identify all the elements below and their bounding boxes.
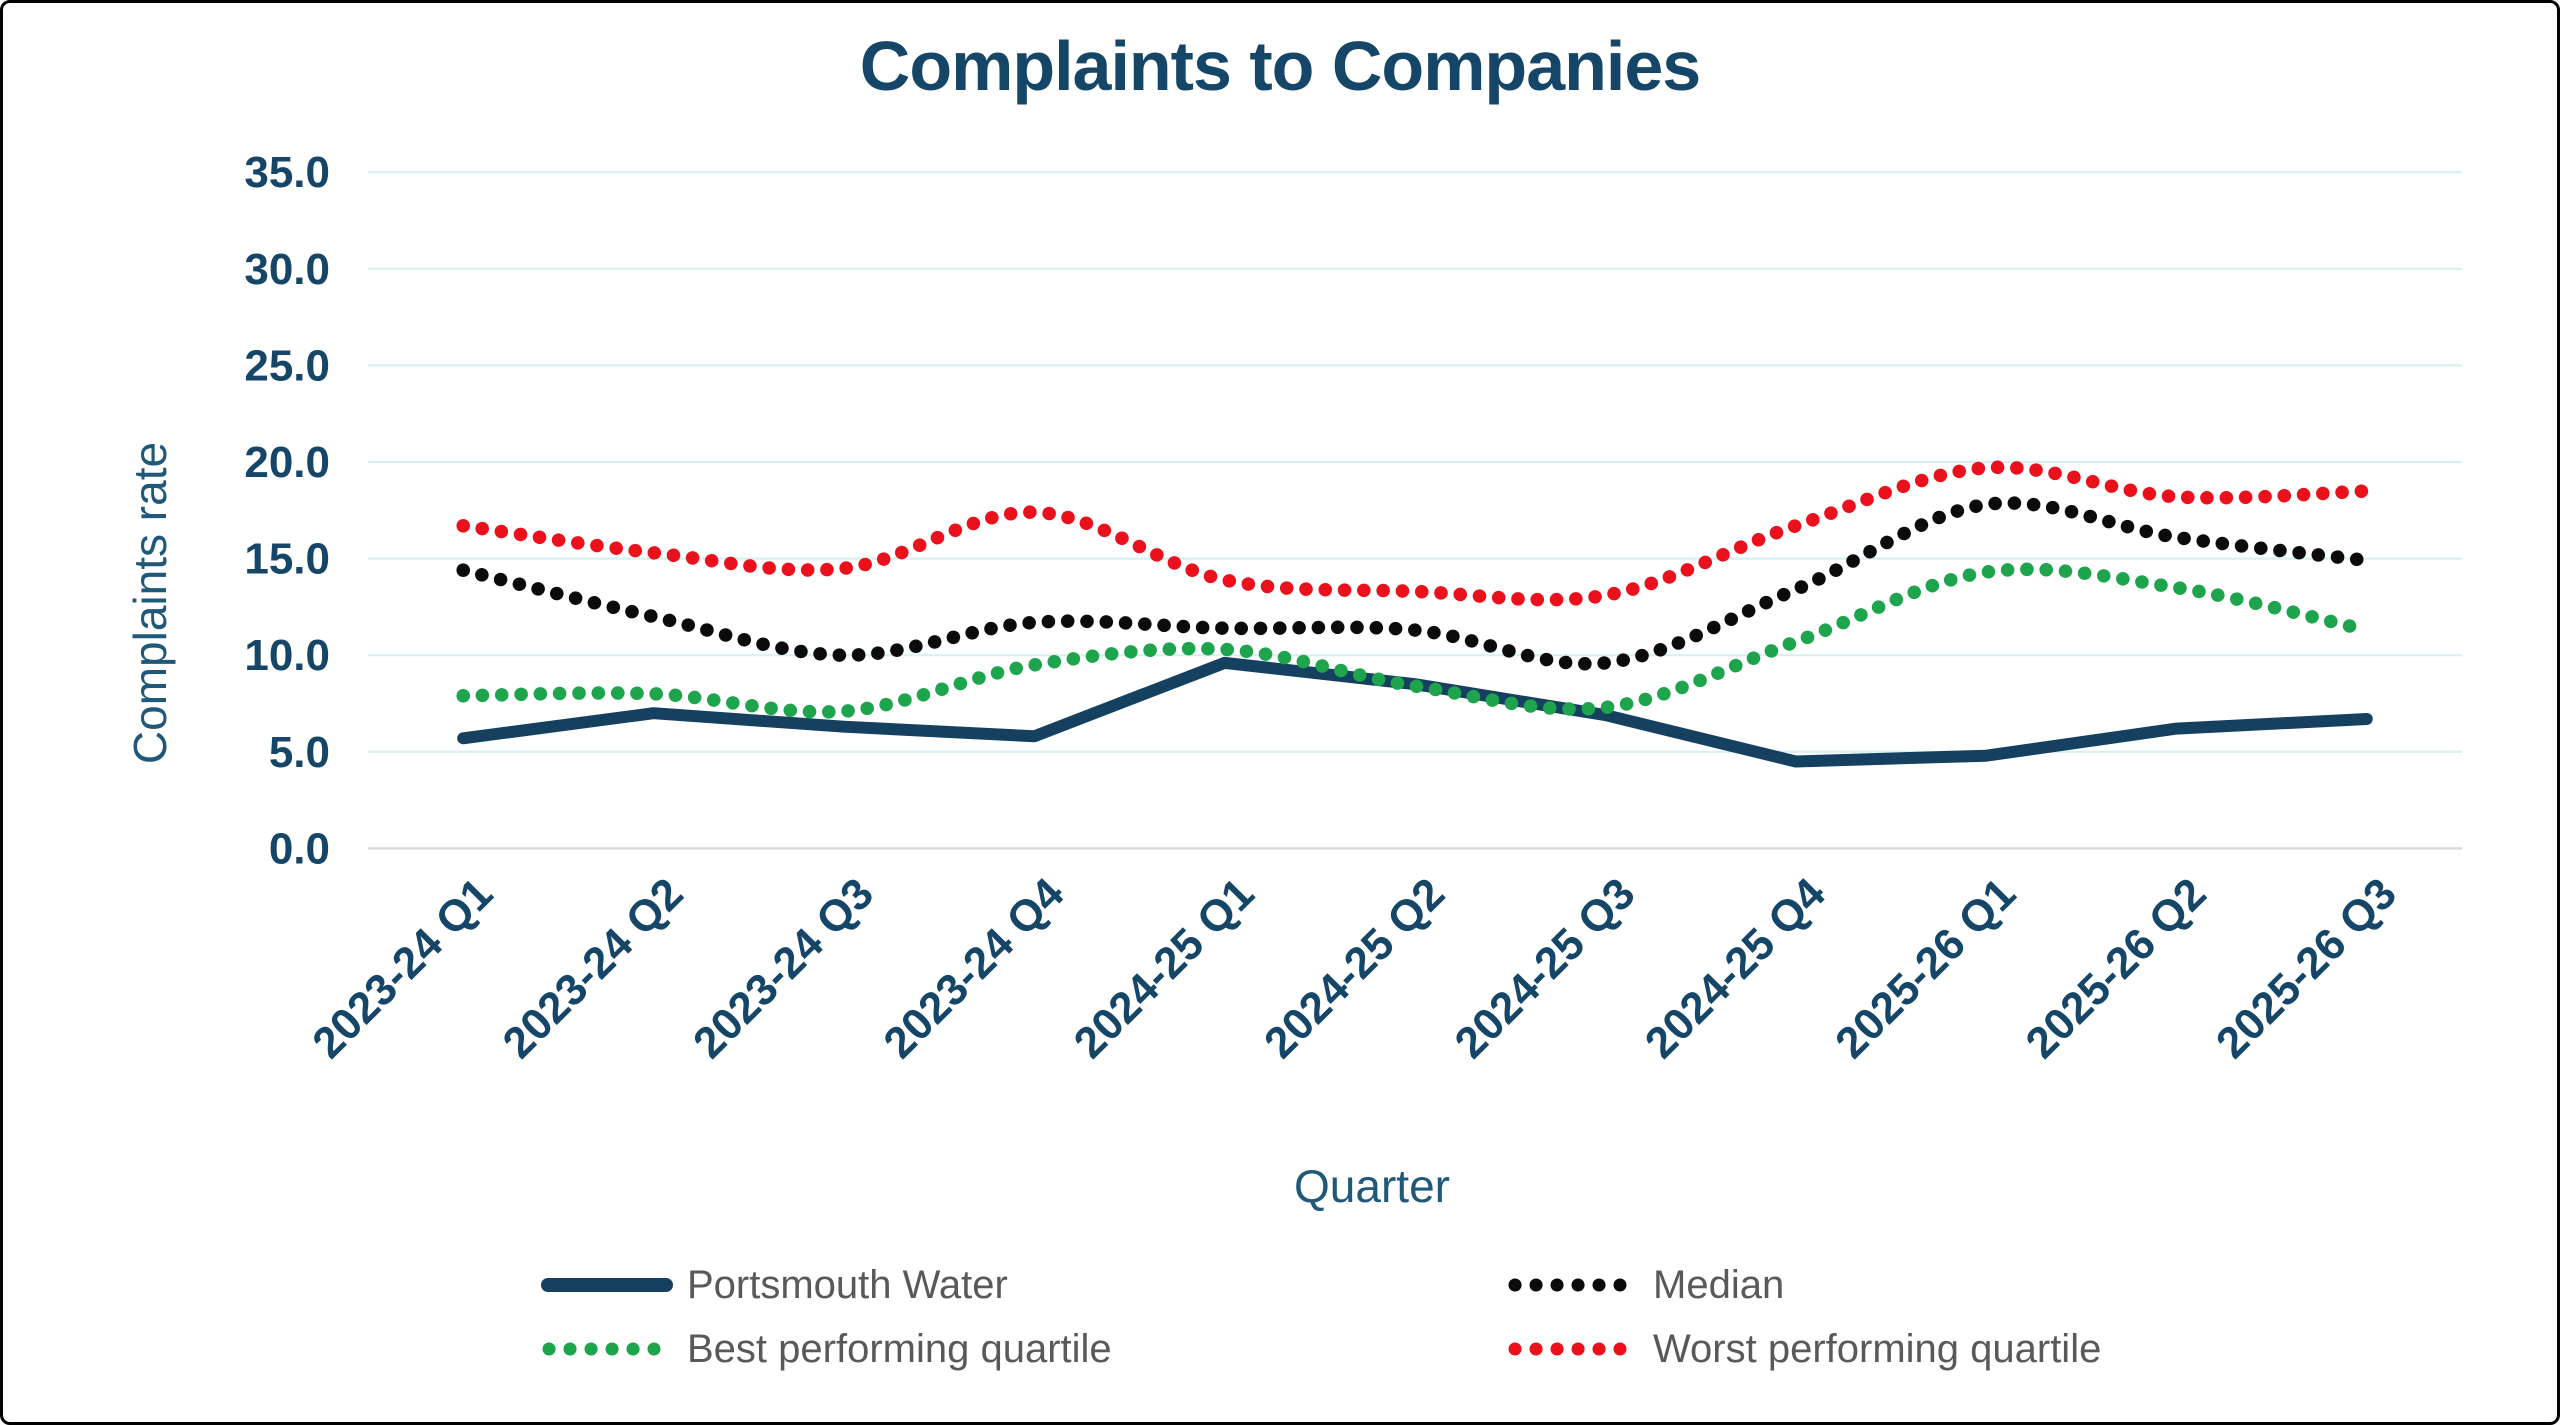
y-tick-label: 10.0 <box>244 631 330 680</box>
legend-swatch-worst-performing-quartile <box>1508 1342 1627 1356</box>
legend-label-worst-performing-quartile: Worst performing quartile <box>1653 1326 2102 1371</box>
legend-item-portsmouth-water: Portsmouth Water <box>541 1262 1507 1308</box>
legend-label-best-performing-quartile: Best performing quartile <box>687 1326 1112 1371</box>
y-tick-label: 15.0 <box>244 535 330 584</box>
legend-swatch-median <box>1508 1278 1627 1292</box>
x-tick-label: 2024-25 Q2 <box>1255 869 1454 1068</box>
legend-swatch-best-performing-quartile <box>542 1342 661 1356</box>
chart-title: Complaints to Companies <box>859 27 1701 105</box>
x-tick-label: 2024-25 Q4 <box>1636 868 1835 1067</box>
series-line-portsmouth-water <box>457 656 2373 768</box>
x-tick-label: 2025-26 Q2 <box>2017 869 2216 1068</box>
y-tick-label: 20.0 <box>244 438 330 487</box>
x-tick-label: 2024-25 Q1 <box>1065 869 1264 1068</box>
y-tick-label: 5.0 <box>269 728 330 777</box>
legend-item-median: Median <box>1507 1262 2101 1308</box>
x-tick-label: 2023-24 Q2 <box>494 869 693 1068</box>
x-axis-title: Quarter <box>1294 1160 1450 1212</box>
y-tick-label: 25.0 <box>244 341 330 390</box>
legend-label-median: Median <box>1653 1262 1785 1307</box>
series-lines <box>456 460 2374 768</box>
legend-item-worst-performing-quartile: Worst performing quartile <box>1507 1326 2101 1372</box>
legend-swatch-portsmouth-water <box>541 1278 673 1292</box>
x-tick-label: 2024-25 Q3 <box>1445 869 1644 1068</box>
x-tick-label: 2025-26 Q1 <box>1826 869 2025 1068</box>
y-tick-label: 0.0 <box>269 824 330 873</box>
series-line-median <box>456 496 2374 671</box>
y-tick-label: 35.0 <box>244 148 330 197</box>
series-line-worst-performing-quartile <box>456 460 2374 607</box>
legend-item-best-performing-quartile: Best performing quartile <box>541 1326 1507 1372</box>
x-tick-label: 2025-26 Q3 <box>2207 869 2406 1068</box>
y-tick-labels: 0.0 5.0 10.0 15.0 20.0 25.0 30.0 35.0 <box>244 148 330 873</box>
series-line-best-performing-quartile <box>456 562 2374 719</box>
gridlines <box>368 171 2462 850</box>
y-tick-label: 30.0 <box>244 245 330 294</box>
chart-legend: Portsmouth Water Median Best performing qu… <box>541 1262 2101 1372</box>
legend-label-portsmouth-water: Portsmouth Water <box>687 1262 1008 1307</box>
x-tick-label: 2023-24 Q4 <box>874 868 1073 1067</box>
x-tick-label: 2023-24 Q3 <box>684 869 883 1068</box>
x-tick-label: 2023-24 Q1 <box>303 869 502 1068</box>
